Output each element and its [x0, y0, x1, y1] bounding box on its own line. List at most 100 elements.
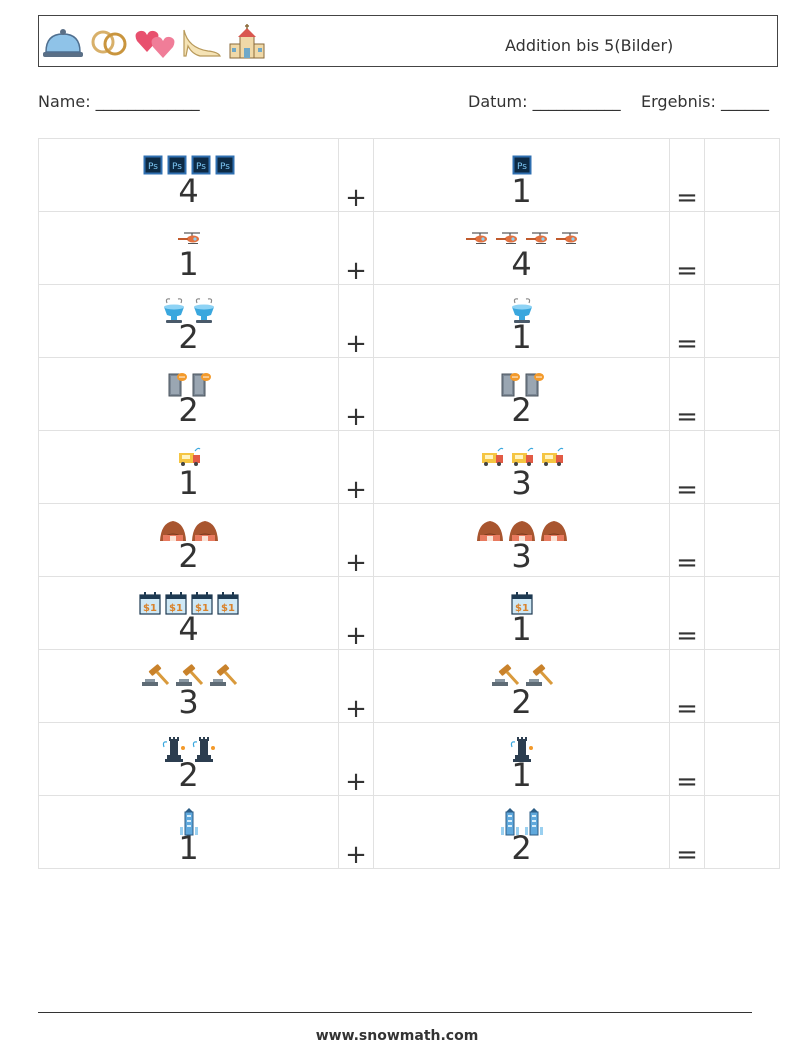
addend-number: 4	[178, 610, 199, 648]
footer-divider	[38, 1012, 752, 1013]
answer-box[interactable]	[704, 576, 780, 650]
plus-sign: +	[338, 795, 374, 869]
addend-cell: 2	[373, 795, 670, 869]
name-field[interactable]: Name: _____________	[38, 92, 200, 111]
chapel-icon	[229, 24, 265, 59]
gavel-icon	[209, 664, 237, 686]
addend-cell: 2	[38, 357, 339, 431]
helicopter-icon	[465, 232, 488, 244]
addend-number: 1	[178, 464, 199, 502]
answer-box[interactable]	[704, 211, 780, 285]
plus-sign: +	[338, 357, 374, 431]
addend-number: 2	[511, 829, 532, 867]
answer-box[interactable]	[704, 138, 780, 212]
addend-cell: 4	[373, 211, 670, 285]
helicopter-icon	[495, 232, 518, 244]
problem-row: 1 + 2 =	[38, 795, 780, 869]
plus-sign: +	[338, 503, 374, 577]
problem-row: 2 + 1 =	[38, 722, 780, 796]
mail-truck-icon	[511, 447, 533, 466]
equals-sign: =	[669, 430, 705, 504]
hill-hut-icon	[159, 521, 186, 541]
answer-box[interactable]	[704, 284, 780, 358]
equals-sign: =	[669, 138, 705, 212]
addend-number: 1	[511, 318, 532, 356]
addend-number: 1	[511, 756, 532, 794]
problem-row: 1 + 4 =	[38, 211, 780, 285]
picture-group	[39, 224, 338, 252]
addend-cell: 1	[373, 284, 670, 358]
dollar-calendar-icon: $1	[164, 592, 187, 615]
svg-text:Ps: Ps	[220, 162, 230, 172]
svg-text:Ps: Ps	[517, 162, 527, 172]
skyscraper-icon	[179, 808, 198, 836]
picture-group	[374, 224, 669, 252]
chess-rook-icon	[510, 737, 533, 762]
answer-box[interactable]	[704, 649, 780, 723]
addend-cell: 2	[373, 649, 670, 723]
picture-group	[39, 370, 338, 398]
door-chat-icon	[525, 373, 544, 397]
hill-hut-icon	[191, 521, 218, 541]
addend-number: 3	[511, 537, 532, 575]
answer-box[interactable]	[704, 722, 780, 796]
addend-number: 1	[178, 245, 199, 283]
svg-text:$1: $1	[221, 603, 235, 614]
addend-number: 3	[178, 683, 199, 721]
worksheet-header: Addition bis 5(Bilder)	[38, 15, 778, 67]
addend-cell: 3	[38, 649, 339, 723]
gavel-icon	[491, 664, 519, 686]
addend-number: 4	[511, 245, 532, 283]
hill-hut-icon	[508, 521, 535, 541]
addend-cell: 1	[373, 722, 670, 796]
gavel-icon	[525, 664, 553, 686]
hill-hut-icon	[476, 521, 503, 541]
cloche-icon	[43, 29, 83, 57]
problem-row: 2 + 2 =	[38, 357, 780, 431]
answer-box[interactable]	[704, 795, 780, 869]
picture-group: $1	[374, 589, 669, 617]
photoshop-icon: Ps	[143, 155, 162, 175]
photoshop-icon: Ps	[167, 155, 186, 175]
dollar-calendar-icon: $1	[138, 592, 161, 615]
chess-rook-icon	[192, 737, 215, 762]
wedding-rings-icon	[91, 30, 127, 56]
picture-group	[39, 443, 338, 471]
answer-box[interactable]	[704, 357, 780, 431]
picture-group	[39, 516, 338, 544]
picture-group	[374, 662, 669, 690]
svg-text:Ps: Ps	[196, 162, 206, 172]
addend-number: 2	[511, 391, 532, 429]
addend-number: 1	[511, 172, 532, 210]
date-field[interactable]: Datum: ___________	[468, 92, 621, 111]
mail-truck-icon	[541, 447, 563, 466]
problem-row: 3 + 2 =	[38, 649, 780, 723]
plus-sign: +	[338, 430, 374, 504]
addend-number: 1	[178, 829, 199, 867]
equals-sign: =	[669, 795, 705, 869]
addend-cell: 1	[38, 430, 339, 504]
door-chat-icon	[501, 373, 520, 397]
high-heel-shoe-icon	[183, 29, 221, 57]
picture-group: $1 $1 $1 $1	[39, 589, 338, 617]
picture-group	[39, 735, 338, 763]
addend-cell: 3	[373, 430, 670, 504]
equals-sign: =	[669, 503, 705, 577]
addend-number: 2	[178, 318, 199, 356]
answer-box[interactable]	[704, 503, 780, 577]
hill-hut-icon	[540, 521, 567, 541]
answer-box[interactable]	[704, 430, 780, 504]
helicopter-icon	[177, 232, 200, 244]
skyscraper-icon	[500, 808, 519, 836]
fountain-icon	[163, 298, 184, 323]
picture-group	[374, 808, 669, 836]
picture-group	[374, 370, 669, 398]
problem-row: Ps Ps Ps Ps 4 + Ps 1 =	[38, 138, 780, 212]
equals-sign: =	[669, 211, 705, 285]
dollar-calendar-icon: $1	[216, 592, 239, 615]
addend-cell: Ps 1	[373, 138, 670, 212]
picture-group	[374, 516, 669, 544]
result-field[interactable]: Ergebnis: ______	[641, 92, 769, 111]
addend-number: 2	[178, 756, 199, 794]
picture-group	[374, 443, 669, 471]
